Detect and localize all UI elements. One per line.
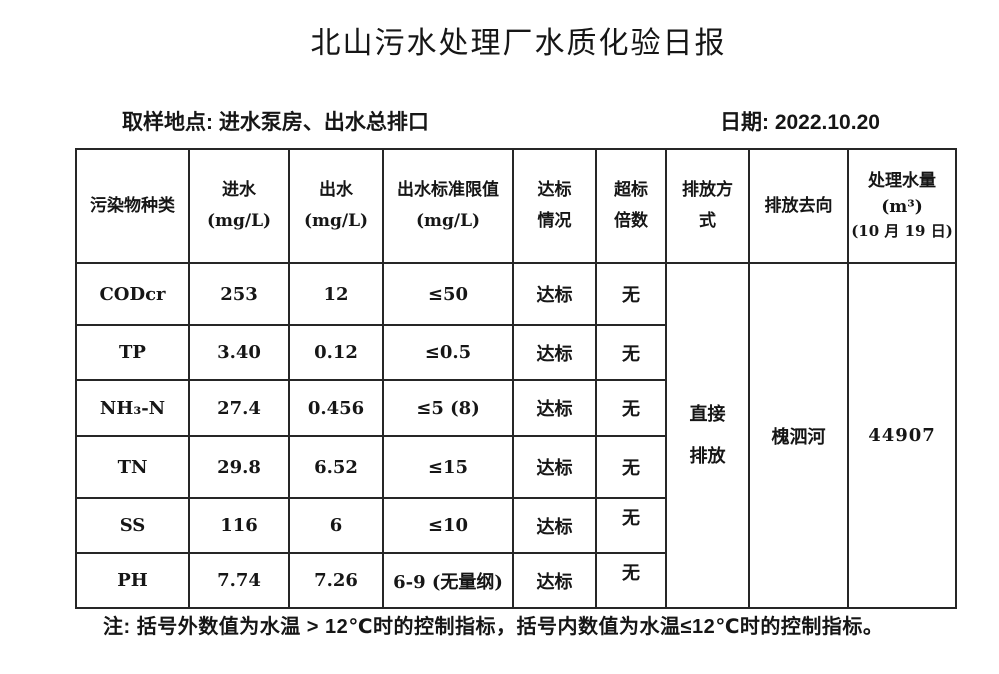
cell-compliance: 达标 [512, 497, 597, 554]
header-influent: 进水 (mg/L) [188, 148, 290, 264]
cell-influent: 3.40 [188, 324, 290, 381]
header-effluent-limit-line1: 出水标准限值 [397, 180, 499, 201]
cell-effluent: 7.26 [288, 552, 384, 609]
report-date-label: 日期: 2022.10.20 [720, 111, 880, 134]
header-row: 污染物种类 进水 (mg/L) 出水 (mg/L) 出水标准限值 (mg/L) … [75, 148, 957, 264]
header-influent-line1: 进水 [222, 180, 256, 201]
header-discharge-mode-line2: 式 [699, 211, 716, 231]
cell-limit: ≤10 [382, 497, 514, 554]
footnote: 注: 括号外数值为水温 > 12℃时的控制指标，括号内数值为水温≤12℃时的控制… [103, 616, 884, 638]
header-compliance-line1: 达标 [537, 180, 572, 201]
cell-exceedance: 无 [595, 435, 667, 499]
cell-discharge-mode: 直接 排放 [665, 262, 750, 609]
cell-influent: 7.74 [188, 552, 290, 609]
table-row-ss: SS 116 6 ≤10 达标 无 [75, 497, 956, 554]
cell-treated-volume-value: 44907 [847, 262, 957, 609]
header-influent-unit: (mg/L) [206, 211, 272, 231]
table-row-tp: TP 3.40 0.12 ≤0.5 达标 无 [75, 324, 956, 381]
header-compliance-line2: 情况 [537, 211, 572, 231]
cell-pollutant: SS [75, 497, 190, 554]
sampling-location-label: 取样地点: 进水泵房、出水总排口 [122, 111, 429, 134]
cell-exceedance: 无 [595, 262, 667, 326]
header-pollutant-type: 污染物种类 [75, 148, 190, 264]
header-effluent-line1: 出水 [319, 180, 353, 201]
cell-limit: ≤15 [382, 435, 514, 499]
cell-exceedance: 无 [595, 552, 667, 609]
cell-exceedance: 无 [595, 379, 667, 437]
table-row-ph: PH 7.74 7.26 6-9 (无量纲) 达标 无 [75, 552, 956, 609]
header-treated-volume-line1: 处理水量 [868, 171, 936, 192]
cell-compliance: 达标 [512, 435, 597, 499]
cell-compliance: 达标 [512, 262, 597, 326]
cell-influent: 29.8 [188, 435, 290, 499]
header-effluent-unit: (mg/L) [303, 211, 369, 231]
page-title: 北山污水处理厂水质化验日报 [310, 26, 727, 61]
cell-exceedance: 无 [595, 324, 667, 381]
header-treated-volume-unit: (m³) [881, 196, 923, 217]
discharge-mode-line2: 排放 [689, 445, 726, 467]
cell-compliance: 达标 [512, 552, 597, 609]
cell-exceedance: 无 [595, 497, 667, 554]
cell-effluent: 0.12 [288, 324, 384, 381]
header-treated-volume: 处理水量 (m³) (10 月 19 日) [847, 148, 957, 264]
water-quality-table: 污染物种类 进水 (mg/L) 出水 (mg/L) 出水标准限值 (mg/L) … [75, 148, 957, 609]
cell-pollutant: PH [75, 552, 190, 609]
header-discharge-destination: 排放去向 [748, 148, 849, 264]
cell-effluent: 0.456 [288, 379, 384, 437]
header-effluent-limit-unit: (mg/L) [415, 211, 481, 231]
cell-pollutant: NH₃-N [75, 379, 190, 437]
cell-limit: ≤0.5 [382, 324, 514, 381]
header-exceedance-line2: 倍数 [614, 211, 648, 231]
cell-pollutant: TN [75, 435, 190, 499]
cell-discharge-destination: 槐泗河 [748, 262, 849, 609]
header-treated-volume-date: (10 月 19 日) [851, 222, 953, 241]
cell-influent: 253 [188, 262, 290, 326]
cell-pollutant: CODcr [75, 262, 190, 326]
header-effluent: 出水 (mg/L) [288, 148, 384, 264]
cell-influent: 27.4 [188, 379, 290, 437]
cell-compliance: 达标 [512, 324, 597, 381]
cell-effluent: 6 [288, 497, 384, 554]
header-compliance: 达标 情况 [512, 148, 597, 264]
cell-compliance: 达标 [512, 379, 597, 437]
header-exceedance-multiple: 超标 倍数 [595, 148, 667, 264]
header-discharge-mode-line1: 排放方 [682, 180, 733, 201]
table-row-nh3n: NH₃-N 27.4 0.456 ≤5 (8) 达标 无 [75, 379, 956, 437]
cell-limit: ≤50 [382, 262, 514, 326]
cell-limit: 6-9 (无量纲) [382, 552, 514, 609]
header-discharge-mode: 排放方 式 [665, 148, 750, 264]
discharge-mode-line1: 直接 [689, 404, 726, 426]
header-effluent-limit: 出水标准限值 (mg/L) [382, 148, 514, 264]
cell-limit: ≤5 (8) [382, 379, 514, 437]
table-row-tn: TN 29.8 6.52 ≤15 达标 无 [75, 435, 956, 499]
cell-effluent: 6.52 [288, 435, 384, 499]
cell-influent: 116 [188, 497, 290, 554]
table-row-codcr: CODcr 253 12 ≤50 达标 无 直接 排放 槐泗河 44907 [75, 262, 957, 609]
header-exceedance-line1: 超标 [614, 180, 648, 201]
cell-effluent: 12 [288, 262, 384, 326]
cell-pollutant: TP [75, 324, 190, 381]
